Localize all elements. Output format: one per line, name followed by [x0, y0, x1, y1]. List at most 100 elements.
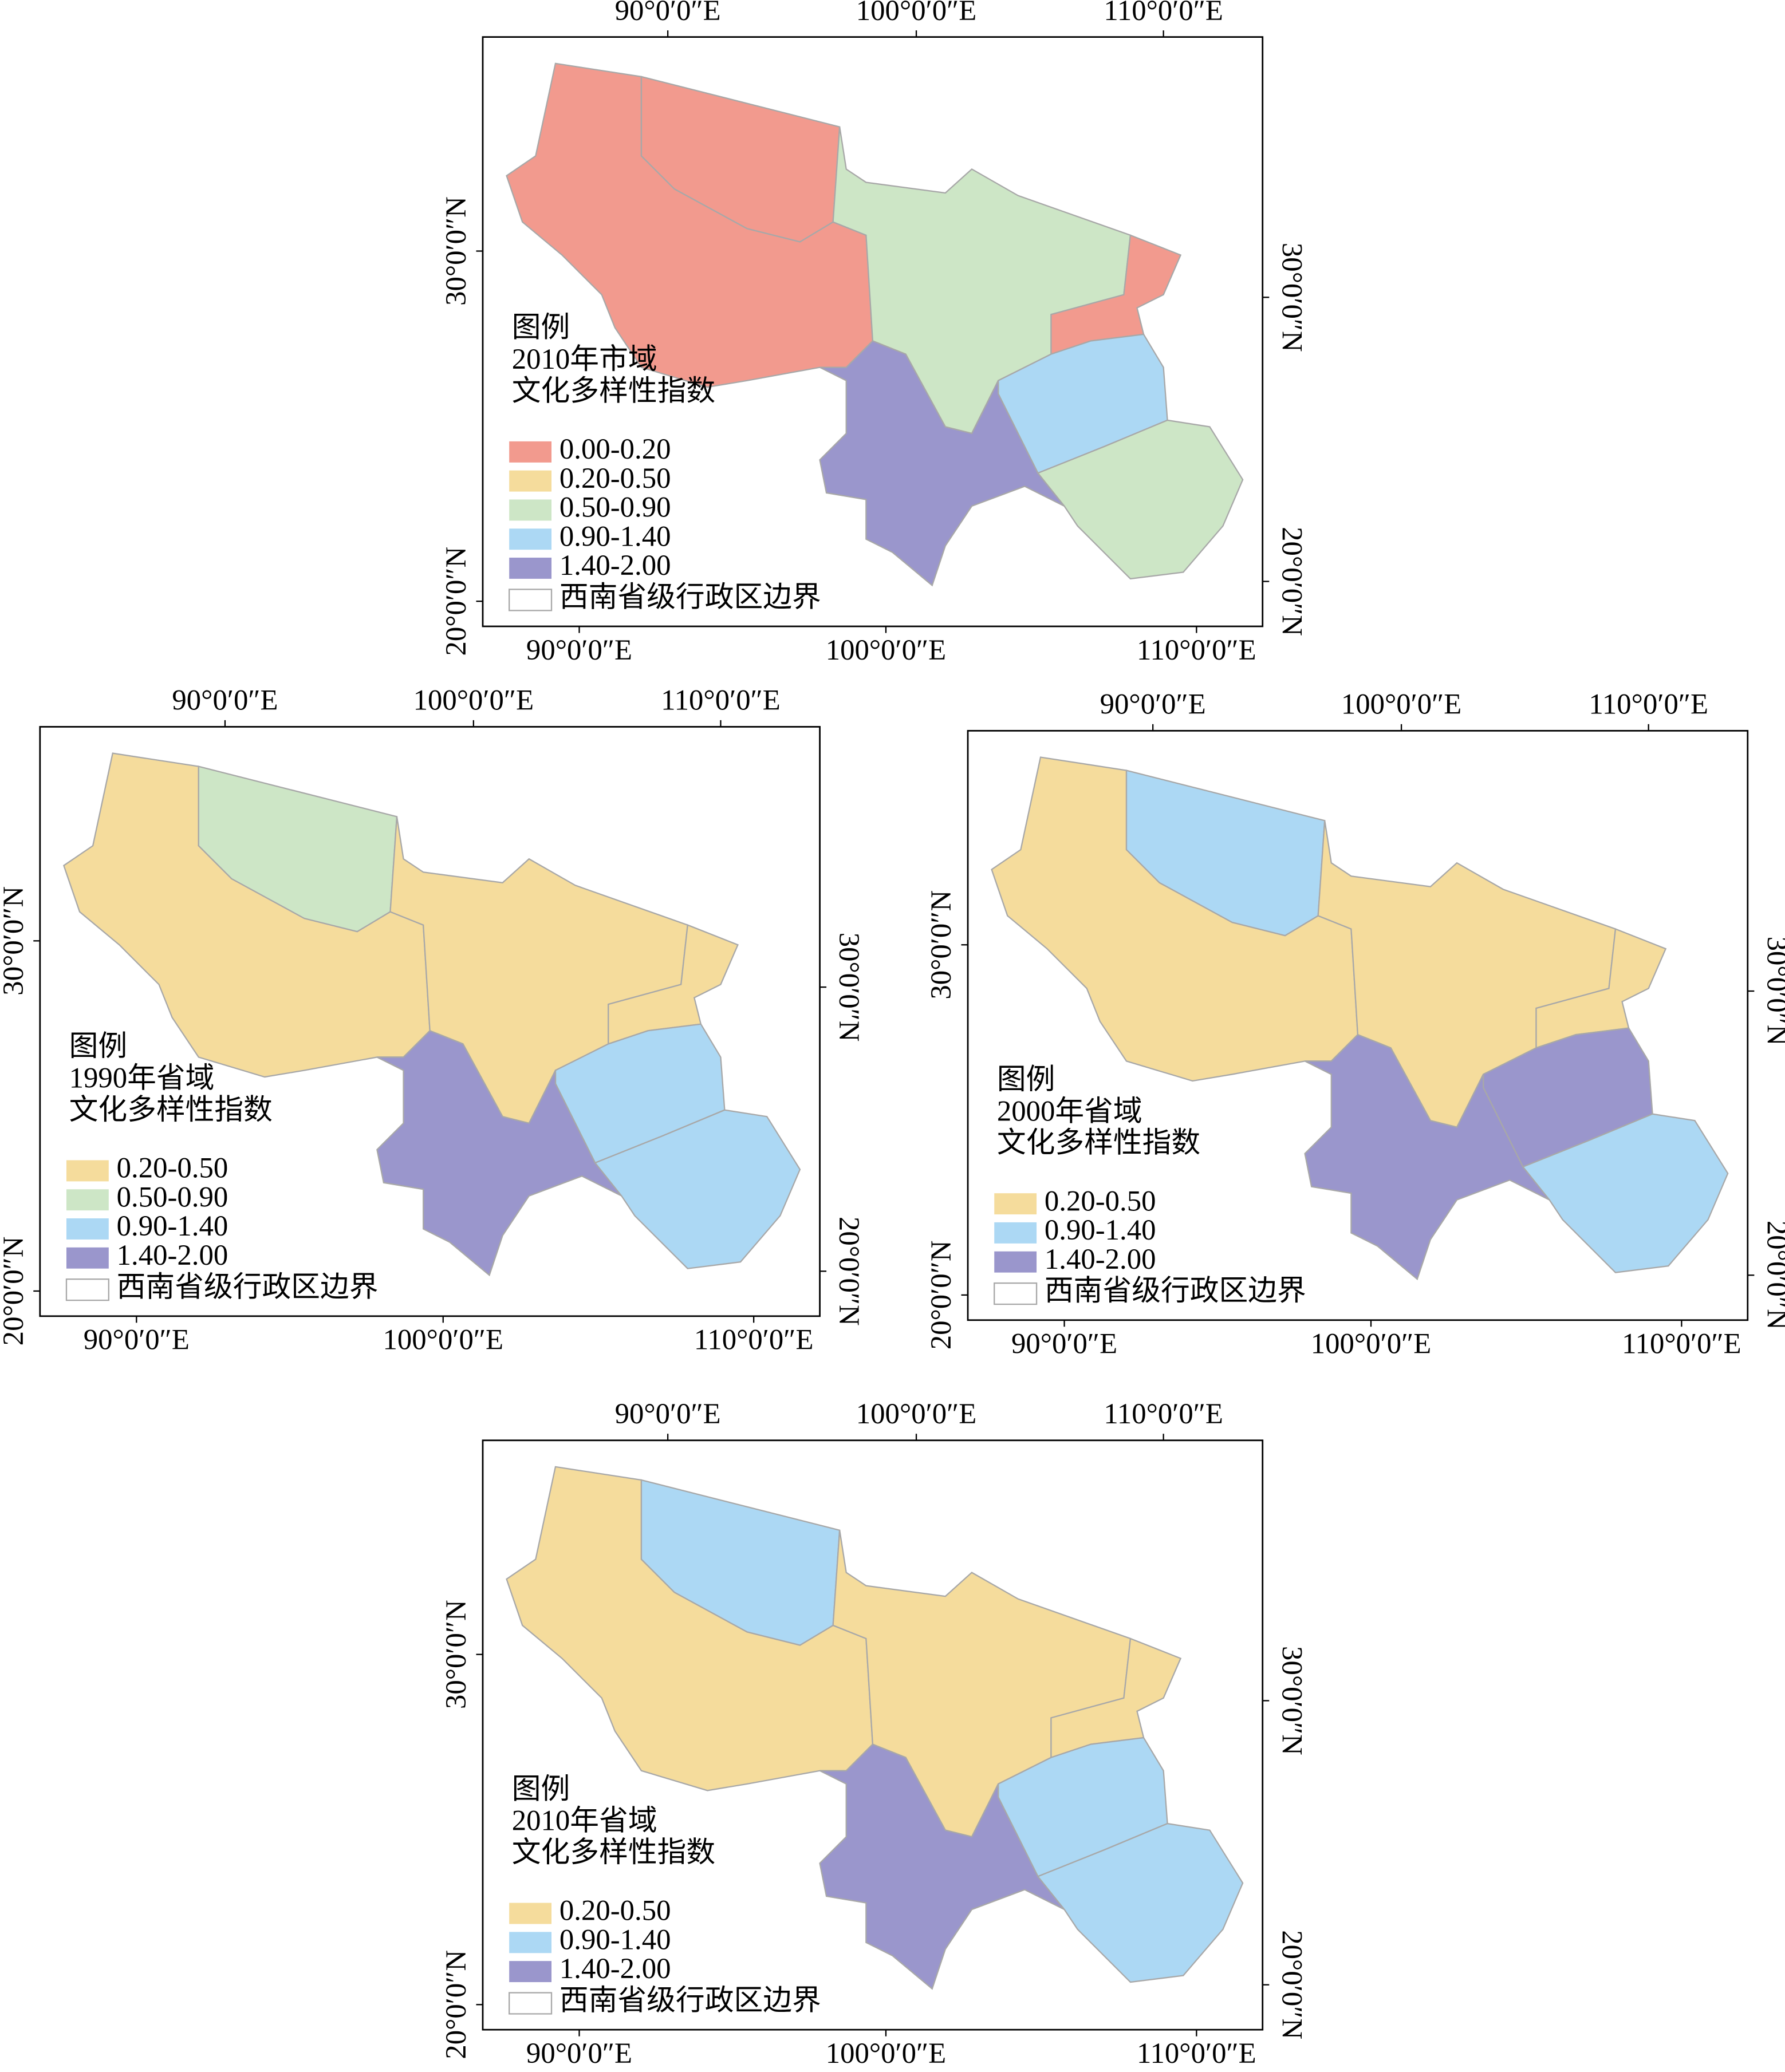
left-axis-label: 30°0′0″N	[440, 196, 472, 306]
legend-label: 西南省级行政区边界	[1045, 1274, 1306, 1307]
top-axis-label: 90°0′0″E	[1100, 688, 1206, 720]
bottom-axis-label: 100°0′0″E	[826, 2037, 946, 2069]
legend-swatch	[994, 1282, 1038, 1305]
legend-swatch	[994, 1193, 1037, 1215]
legend-swatch	[994, 1251, 1037, 1273]
legend-title: 图例	[512, 311, 570, 344]
right-axis-label: 30°0′0″N	[833, 933, 865, 1042]
right-axis-label: 20°0′0″N	[1276, 527, 1308, 636]
legend-heading: 文化多样性指数	[512, 1836, 715, 1868]
left-axis-label: 30°0′0″N	[925, 890, 957, 1000]
right-axis-label: 30°0′0″N	[1276, 1646, 1308, 1755]
legend-swatch	[509, 470, 552, 492]
province-region	[1522, 1113, 1729, 1273]
legend-title: 图例	[69, 1030, 128, 1062]
bottom-axis-label: 110°0′0″E	[694, 1324, 814, 1356]
top-axis-label: 90°0′0″E	[615, 1398, 721, 1430]
bottom-axis-label: 100°0′0″E	[1311, 1328, 1431, 1360]
legend-swatch	[509, 589, 553, 611]
legend-title: 图例	[997, 1063, 1055, 1095]
left-axis-label: 30°0′0″N	[0, 886, 29, 996]
legend-swatch	[66, 1247, 109, 1269]
top-axis-label: 100°0′0″E	[856, 0, 976, 26]
map-panel: 90°0′0″E 100°0′0″E 110°0′0″E 90°0′0″E 100°0′…	[440, 1398, 1308, 2069]
top-axis-label: 110°0′0″E	[1104, 0, 1223, 26]
bottom-axis-label: 90°0′0″E	[526, 2037, 632, 2069]
legend-swatch	[66, 1189, 109, 1211]
legend-swatch	[509, 528, 552, 550]
left-axis-label: 20°0′0″N	[0, 1237, 29, 1346]
legend-label: 0.20-0.50	[559, 462, 671, 494]
legend-label: 1.40-2.00	[117, 1239, 228, 1271]
top-axis-label: 110°0′0″E	[661, 684, 781, 716]
legend-swatch	[65, 1278, 109, 1301]
map-panel: 90°0′0″E 100°0′0″E 110°0′0″E 90°0′0″E 100°0′…	[925, 688, 1785, 1359]
legend-heading: 2010年市域	[512, 343, 657, 375]
right-axis-label: 30°0′0″N	[1276, 243, 1308, 352]
right-axis-label: 30°0′0″N	[1761, 937, 1785, 1046]
bottom-axis-label: 110°0′0″E	[1137, 634, 1256, 666]
bottom-axis-label: 110°0′0″E	[1137, 2037, 1256, 2069]
map-panel: 90°0′0″E 100°0′0″E 110°0′0″E 90°0′0″E 100°0′…	[440, 0, 1308, 666]
legend-swatch	[509, 1903, 552, 1924]
top-axis-label: 90°0′0″E	[172, 684, 278, 716]
legend-heading: 2010年省域	[512, 1805, 657, 1837]
province-region	[819, 340, 1065, 587]
legend-label: 0.20-0.50	[1045, 1185, 1156, 1217]
legend-label: 1.40-2.00	[1045, 1243, 1156, 1275]
legend-swatch	[509, 499, 552, 521]
legend-swatch	[66, 1218, 109, 1240]
province-region	[819, 1743, 1065, 1990]
legend-label: 西南省级行政区边界	[559, 1984, 821, 2016]
top-axis-label: 110°0′0″E	[1104, 1398, 1223, 1430]
bottom-axis-label: 90°0′0″E	[526, 634, 632, 666]
province-region	[376, 1029, 622, 1277]
province-region	[1304, 1033, 1550, 1281]
legend-label: 0.50-0.90	[559, 491, 671, 523]
legend-heading: 1990年省域	[69, 1062, 215, 1094]
legend-label: 0.20-0.50	[559, 1895, 671, 1927]
legend-heading: 文化多样性指数	[69, 1094, 273, 1126]
province-region	[594, 1109, 801, 1269]
legend-label: 0.90-1.40	[1045, 1214, 1156, 1246]
map-panel: 90°0′0″E 100°0′0″E 110°0′0″E 90°0′0″E 100°0′…	[0, 684, 865, 1356]
legend-label: 西南省级行政区边界	[117, 1270, 379, 1303]
legend-label: 西南省级行政区边界	[559, 581, 821, 613]
legend-label: 1.40-2.00	[559, 1952, 671, 1984]
left-axis-label: 20°0′0″N	[440, 1950, 472, 2059]
legend-label: 0.90-1.40	[117, 1210, 228, 1242]
legend-swatch	[509, 1932, 552, 1953]
legend-heading: 2000年省域	[997, 1095, 1142, 1127]
legend-heading: 文化多样性指数	[512, 374, 715, 406]
legend-label: 1.40-2.00	[559, 549, 671, 581]
right-axis-label: 20°0′0″N	[1276, 1930, 1308, 2039]
legend-heading: 文化多样性指数	[997, 1127, 1200, 1159]
legend-swatch	[509, 1992, 553, 2015]
bottom-axis-label: 90°0′0″E	[84, 1324, 190, 1356]
right-axis-label: 20°0′0″N	[833, 1217, 865, 1326]
legend-label: 0.90-1.40	[559, 1923, 671, 1955]
top-axis-label: 100°0′0″E	[856, 1398, 976, 1430]
bottom-axis-label: 100°0′0″E	[826, 634, 946, 666]
province-region	[1037, 1822, 1244, 1983]
legend-swatch	[509, 557, 552, 579]
left-axis-label: 20°0′0″N	[925, 1241, 957, 1350]
legend-label: 0.00-0.20	[559, 433, 671, 465]
legend-label: 0.50-0.90	[117, 1181, 228, 1213]
legend-swatch	[994, 1222, 1037, 1244]
bottom-axis-label: 100°0′0″E	[383, 1324, 503, 1356]
legend-label: 0.20-0.50	[117, 1152, 228, 1184]
top-axis-label: 100°0′0″E	[413, 684, 534, 716]
top-axis-label: 110°0′0″E	[1589, 688, 1708, 720]
legend-label: 0.90-1.40	[559, 520, 671, 552]
province-region	[1037, 419, 1244, 580]
legend-title: 图例	[512, 1773, 570, 1805]
bottom-axis-label: 110°0′0″E	[1622, 1328, 1741, 1360]
right-axis-label: 20°0′0″N	[1761, 1221, 1785, 1330]
legend-swatch	[66, 1160, 109, 1182]
legend-swatch	[509, 441, 552, 463]
legend-swatch	[509, 1961, 552, 1983]
left-axis-label: 30°0′0″N	[440, 1600, 472, 1709]
